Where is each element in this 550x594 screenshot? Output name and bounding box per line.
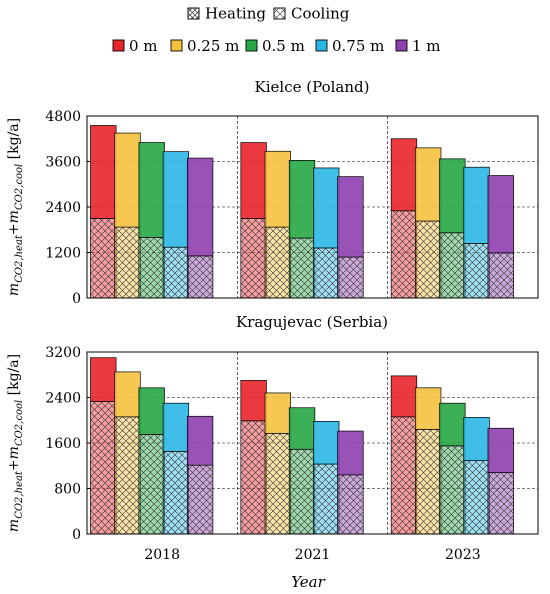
legend-swatch-4 (395, 39, 408, 52)
legend-heating-label: Heating (205, 5, 266, 23)
legend-components: Heating Cooling (187, 5, 350, 23)
y-tick-label: 0 (72, 291, 81, 307)
bar-cooling-hatch (138, 236, 165, 299)
x-tick-label: 2023 (445, 547, 481, 563)
bar-cooling-hatch (186, 464, 214, 535)
bar-heating (439, 158, 466, 234)
bar-heating (162, 151, 190, 248)
bar-heating (186, 157, 214, 257)
bar-cooling-hatch (162, 451, 190, 535)
bar-heating (240, 380, 267, 422)
panel-title-1: Kragujevac (Serbia) (236, 313, 388, 331)
panel-title-0: Kielce (Poland) (255, 78, 370, 96)
bar-cooling-hatch (439, 232, 466, 299)
bar-cooling-hatch (463, 243, 490, 299)
bar-heating (288, 160, 316, 239)
bar-heating (337, 176, 364, 258)
legend-label-4: 1 m (412, 37, 441, 55)
bar-heating (264, 392, 291, 434)
bar-heating (114, 132, 141, 228)
bar-cooling-hatch (390, 210, 418, 299)
legend-label-2: 0.5 m (262, 37, 305, 55)
legend-label-0: 0 m (129, 37, 158, 55)
bar-heating (90, 125, 117, 219)
bar-cooling-hatch (240, 420, 267, 535)
legend-swatch-0 (112, 39, 125, 52)
bar-heating (313, 167, 340, 249)
bar-cooling-hatch (288, 448, 316, 535)
bar-cooling-hatch (337, 474, 364, 535)
bar-cooling-hatch (90, 401, 117, 535)
bar-heating (463, 166, 490, 244)
bar-cooling-hatch (240, 218, 267, 299)
y-axis-label-0: mCO2,heat+mCO2,cool [kg/a] (6, 118, 25, 296)
bar-heating (463, 417, 490, 461)
bar-heating (415, 147, 442, 222)
legend-swatch-1 (170, 39, 183, 52)
bar-cooling-hatch (463, 460, 490, 535)
bar-heating (90, 357, 117, 402)
legend-heating-swatch (187, 7, 200, 20)
panel-1: Kragujevac (Serbia) 0 800 1600 2400 3200 mCO2,… (6, 313, 539, 563)
bar-heating (138, 387, 165, 435)
y-tick-label: 0 (72, 527, 81, 543)
panel-0: Kielce (Poland) 0 1200 2400 3600 4800 mCO2,hea… (6, 78, 539, 307)
y-tick-label: 4800 (45, 109, 81, 125)
bar-cooling-hatch (487, 252, 514, 299)
bar-heating (162, 402, 190, 452)
bar-cooling-hatch (313, 247, 340, 299)
y-tick-label: 1200 (45, 246, 81, 262)
bar-cooling-hatch (487, 472, 514, 535)
bar-heating (186, 415, 214, 466)
bar-heating (114, 371, 141, 418)
bar-heating (487, 427, 514, 473)
x-tick-label: 2021 (295, 547, 331, 563)
bar-heating (264, 150, 291, 228)
chart-panels: Kielce (Poland) 0 1200 2400 3600 4800 mCO2,hea… (6, 78, 539, 563)
legend-label-3: 0.75 m (332, 37, 384, 55)
legend-cooling-label: Cooling (291, 5, 350, 23)
legend-label-1: 0.25 m (187, 37, 239, 55)
y-axis-label-1: mCO2,heat+mCO2,cool [kg/a] (6, 354, 25, 532)
bar-cooling-hatch (264, 226, 291, 299)
bar-heating (240, 142, 267, 219)
bar-cooling-hatch (313, 463, 340, 535)
bar-cooling-hatch (390, 416, 418, 535)
bar-heating (390, 138, 418, 212)
legend-swatch-2 (245, 39, 258, 52)
bar-cooling-hatch (138, 434, 165, 535)
bar-cooling-hatch (415, 220, 442, 299)
bar-heating (138, 142, 165, 238)
bar-cooling-hatch (415, 429, 442, 535)
bar-heating (439, 402, 466, 447)
bar-cooling-hatch (264, 432, 291, 535)
bar-heating (337, 430, 364, 476)
bar-cooling-hatch (186, 255, 214, 299)
bar-cooling-hatch (337, 256, 364, 299)
legend-depths: 0 m 0.25 m 0.5 m 0.75 m 1 m (112, 37, 441, 55)
y-tick-label: 800 (54, 482, 81, 498)
y-tick-label: 2400 (45, 391, 81, 407)
y-tick-label: 2400 (45, 200, 81, 216)
legend-swatch-3 (315, 39, 328, 52)
bar-heating (390, 375, 418, 418)
bar-cooling-hatch (439, 445, 466, 535)
bar-heating (288, 407, 316, 450)
y-tick-label: 1600 (45, 436, 81, 452)
legend-cooling-swatch (273, 7, 286, 20)
x-axis-label: Year (291, 573, 325, 591)
y-tick-label: 3600 (45, 155, 81, 171)
bar-heating (487, 175, 514, 254)
bar-cooling-hatch (90, 218, 117, 299)
y-tick-label: 3200 (45, 345, 81, 361)
bar-heating (415, 387, 442, 430)
bar-cooling-hatch (288, 237, 316, 299)
bar-heating (313, 421, 340, 465)
bar-cooling-hatch (114, 226, 141, 299)
bar-cooling-hatch (162, 246, 190, 299)
x-tick-label: 2018 (144, 547, 180, 563)
bar-cooling-hatch (114, 416, 141, 535)
